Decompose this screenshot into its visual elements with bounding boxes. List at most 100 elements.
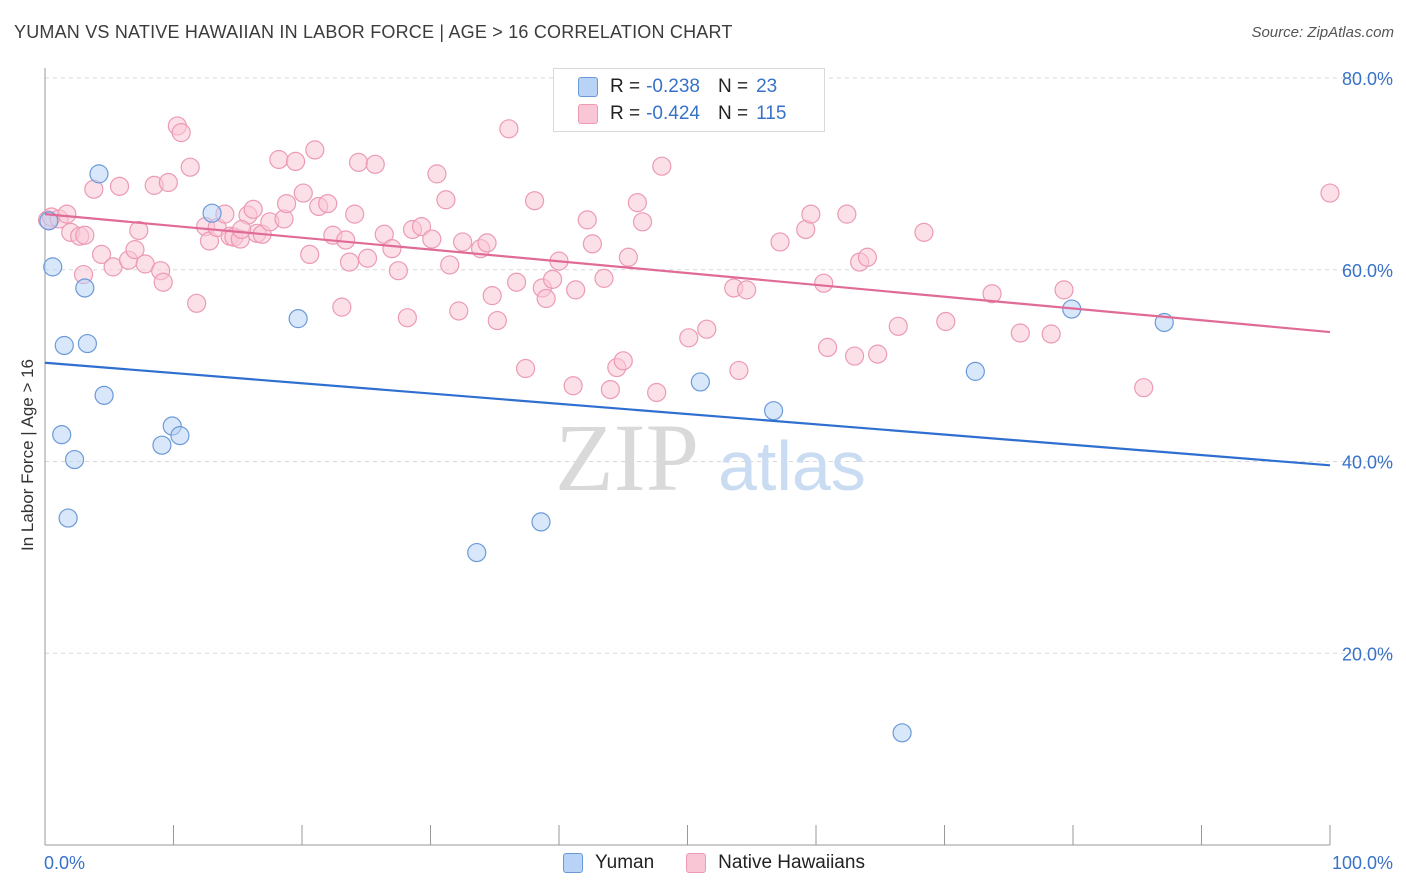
hawaiian-point[interactable] [524,191,545,211]
yuman-point[interactable] [531,512,551,532]
hawaiian-point[interactable] [75,225,95,245]
hawaiian-point[interactable] [1041,324,1061,344]
hawaiian-point[interactable] [482,286,502,306]
hawaiian-point[interactable] [269,149,289,170]
hawaiian-point[interactable] [232,219,252,240]
hawaiian-point[interactable] [600,379,621,400]
hawaiian-point[interactable] [332,297,352,317]
yuman-point[interactable] [75,278,95,298]
hawaiian-point[interactable] [737,280,757,300]
hawaiian-point[interactable] [125,240,145,260]
yuman-point[interactable] [690,372,710,392]
yuman-point[interactable] [152,435,172,455]
hawaiian-point[interactable] [697,319,717,339]
hawaiian-point[interactable] [1320,183,1340,203]
hawaiian-point[interactable] [339,252,360,272]
hawaiian-point[interactable] [276,193,297,214]
hawaiian-point[interactable] [477,233,497,253]
yuman-point[interactable] [763,401,784,421]
hawaiian-point[interactable] [563,376,583,396]
hawaiian-point[interactable] [613,351,633,371]
yuman-point[interactable] [94,385,114,405]
hawaiian-point[interactable] [158,172,178,193]
hawaiian-point[interactable] [357,248,378,268]
yuman-point[interactable] [39,211,59,231]
hawaiian-point[interactable] [180,157,200,177]
hawaiian-point[interactable] [936,311,956,332]
hawaiian-point[interactable] [436,190,456,210]
hawaiian-point[interactable] [982,284,1002,304]
hawaiian-point[interactable] [536,288,556,309]
hawaiian-point[interactable] [187,293,207,313]
hawaiian-point[interactable] [388,261,408,281]
hawaiian-point[interactable] [817,337,838,358]
yuman-point[interactable] [77,333,98,354]
hawaiian-point[interactable] [647,382,667,403]
hawaiian-point[interactable] [679,328,699,348]
hawaiian-point[interactable] [453,232,473,252]
hawaiian-point[interactable] [582,234,603,254]
yuman-point[interactable] [52,425,72,445]
yuman-point[interactable] [43,257,63,277]
hawaiian-point[interactable] [397,308,417,328]
hawaiian-point[interactable] [594,268,614,288]
yuman-point[interactable] [467,542,487,563]
hawaiian-point[interactable] [857,247,878,267]
legend-item-hawaiian[interactable]: Native Hawaiians [686,852,865,874]
hawaiian-point[interactable] [914,222,934,242]
yuman-point[interactable] [58,508,78,528]
hawaiian-point[interactable] [801,204,821,224]
hawaiian-point[interactable] [542,269,563,289]
hawaiian-point[interactable] [566,280,586,300]
hawaiian-point[interactable] [422,229,442,249]
hawaiian-point[interactable] [348,152,369,172]
hawaiian-point[interactable] [243,199,263,219]
hawaiian-point[interactable] [336,230,356,250]
hawaiian-point[interactable] [770,232,790,252]
hawaiian-point[interactable] [365,154,385,174]
hawaiian-point[interactable] [57,204,77,224]
legend-item-yuman[interactable]: Yuman [563,852,654,874]
hawaiian-point[interactable] [814,273,834,293]
hawaiian-point[interactable] [618,247,638,267]
yuman-point[interactable] [965,361,985,381]
hawaiian-point[interactable] [171,123,191,143]
hawaiian-point[interactable] [577,210,597,230]
hawaiian-point[interactable] [305,140,325,160]
hawaiian-point[interactable] [1134,378,1154,398]
hawaiian-point[interactable] [345,204,365,224]
hawaiian-point[interactable] [449,301,469,321]
hawaiian-point[interactable] [300,244,320,265]
hawaiian-point[interactable] [1054,280,1074,300]
hawaiian-point[interactable] [427,164,447,184]
hawaiian-point[interactable] [153,272,173,292]
hawaiian-point[interactable] [440,255,460,275]
hawaiian-point[interactable] [506,272,527,292]
hawaiian-point[interactable] [837,204,857,224]
hawaiian-point[interactable] [499,119,519,139]
hawaiian-point[interactable] [632,212,653,232]
yuman-point[interactable] [89,164,109,184]
hawaiian-point[interactable] [91,244,112,265]
yuman-point[interactable] [202,203,222,223]
hawaiian-point[interactable] [888,316,908,336]
hawaiian-point[interactable] [868,344,888,364]
hawaiian-point[interactable] [109,176,130,196]
yuman-point[interactable] [54,335,74,356]
hawaiian-point[interactable] [515,358,536,379]
hawaiian-point[interactable] [293,183,313,203]
hawaiian-point[interactable] [1010,323,1030,343]
hawaiian-point[interactable] [382,239,402,259]
hawaiian-point[interactable] [652,156,672,176]
hawaiian-point[interactable] [844,346,865,366]
hawaiian-point[interactable] [627,193,647,213]
yuman-point[interactable] [288,309,308,329]
hawaiian-point[interactable] [729,360,749,381]
yuman-point[interactable] [892,723,912,743]
hawaiian-point[interactable] [129,220,149,241]
hawaiian-point[interactable] [411,217,432,237]
hawaiian-point[interactable] [318,193,338,214]
hawaiian-point[interactable] [487,310,507,331]
hawaiian-point[interactable] [285,151,306,172]
yuman-point[interactable] [64,449,85,470]
